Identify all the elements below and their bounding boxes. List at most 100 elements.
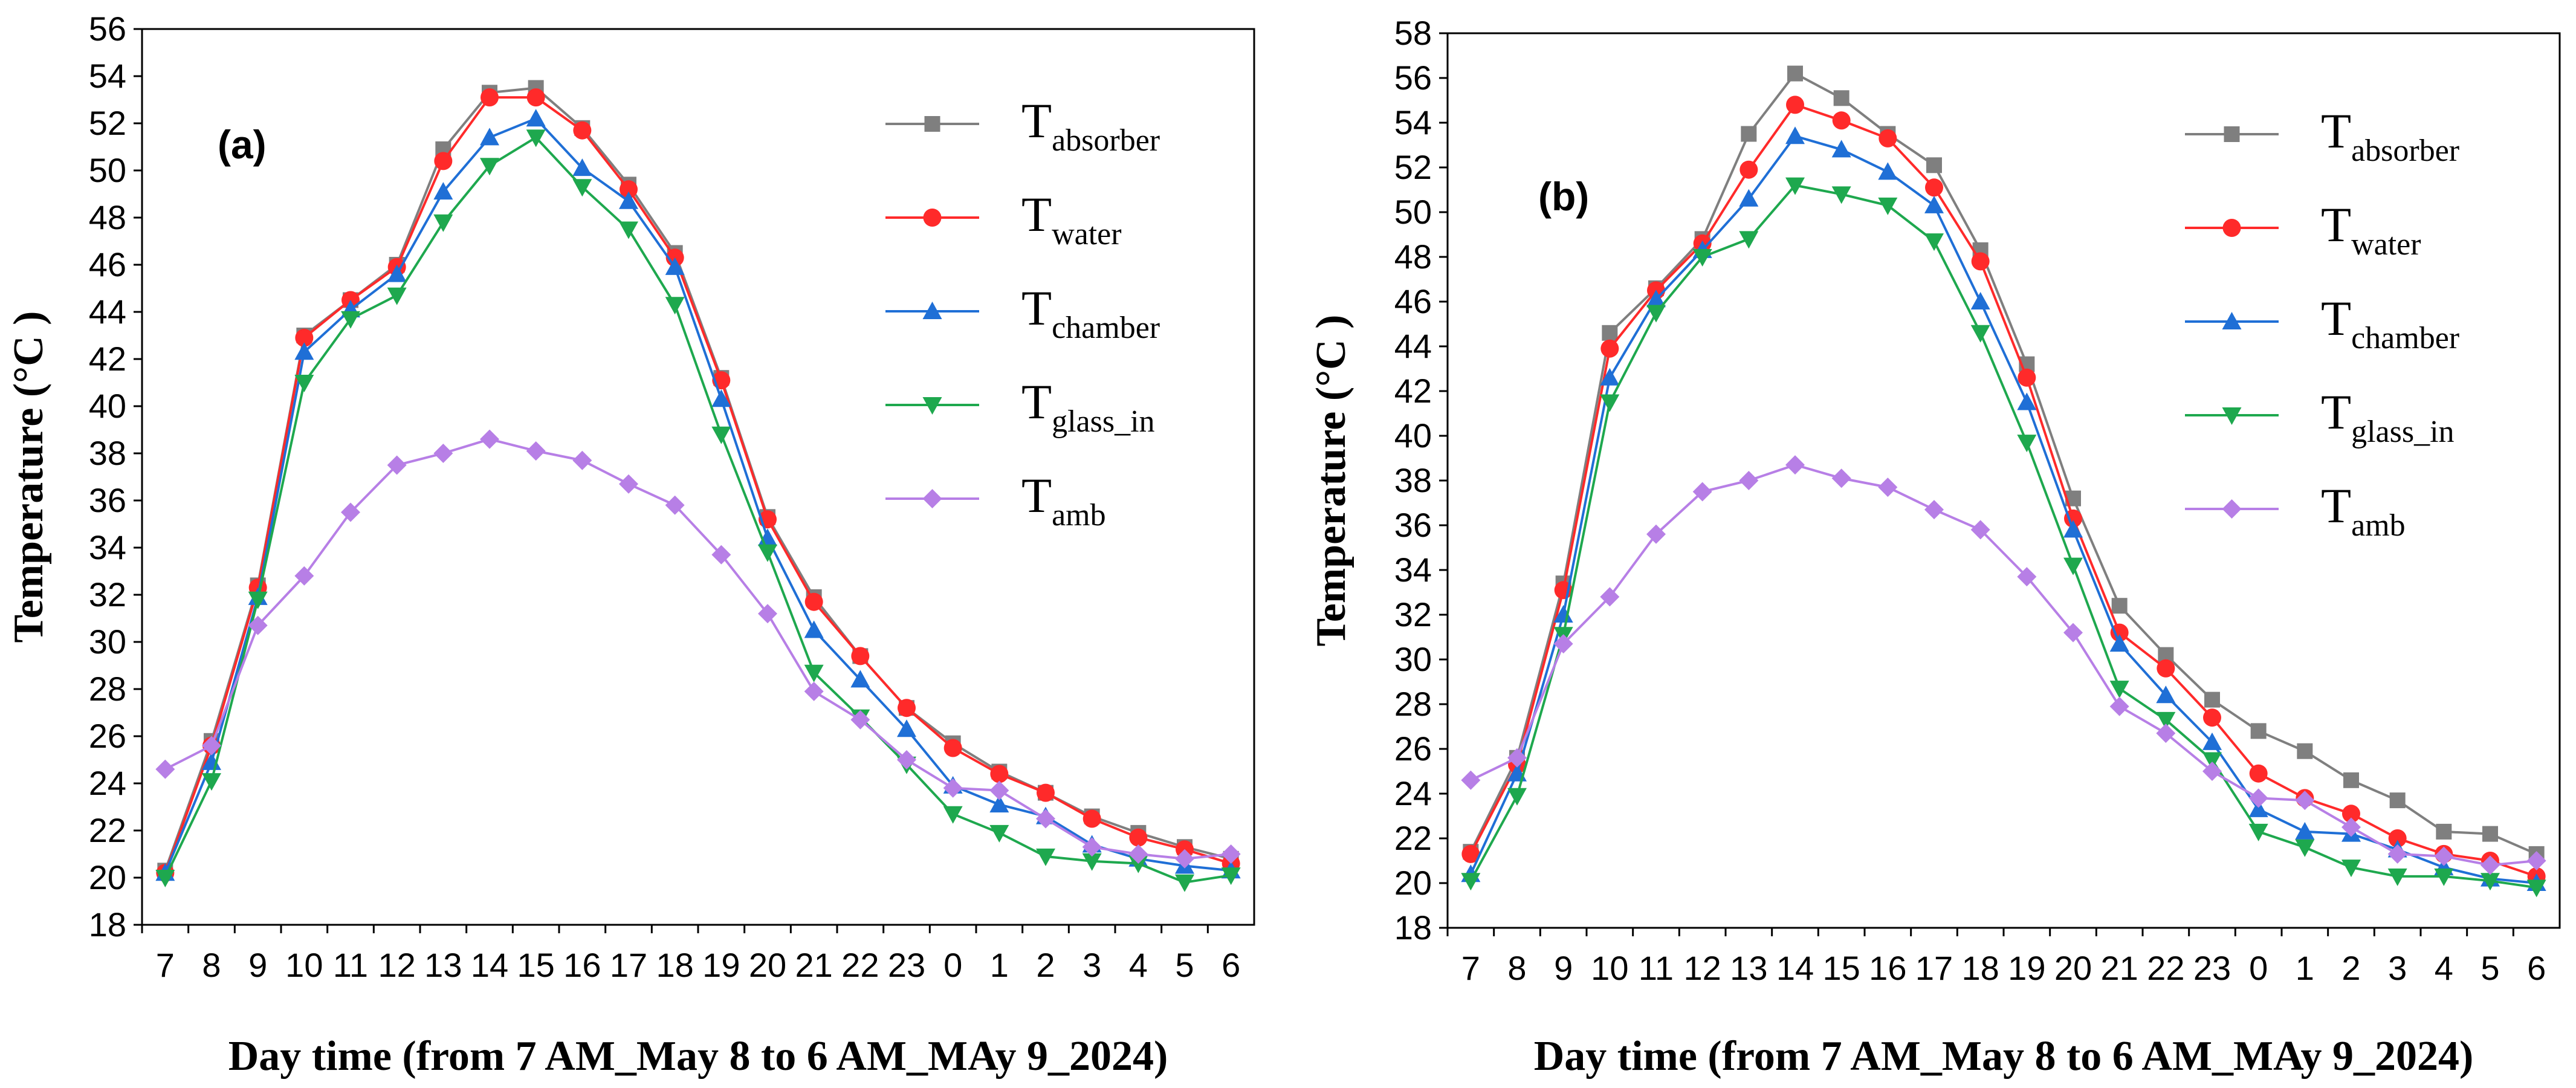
y-tick-label: 56 [89,10,126,48]
data-point-glass_in [1739,231,1759,249]
data-point-amb [619,474,638,494]
data-point-glass_in [2248,823,2268,841]
data-point-absorber [1741,126,1757,142]
x-tick-label: 21 [2101,949,2138,987]
legend-label-water: Twater [1021,187,1122,251]
data-point-glass_in [341,311,360,329]
y-tick-label: 54 [1394,103,1432,141]
y-tick-label: 38 [1394,461,1432,499]
data-point-amb [1082,837,1102,857]
x-tick-label: 13 [424,946,462,984]
data-point-glass_in [2387,868,2407,886]
legend-subscript: glass_in [1052,404,1154,439]
data-point-amb [294,566,314,586]
x-tick-label: 15 [1823,949,1860,987]
x-tick-label: 0 [943,946,962,984]
y-tick-label: 32 [1394,595,1432,633]
legend-subscript: chamber [2351,321,2459,355]
x-tick-label: 6 [2527,949,2546,987]
data-point-water [295,328,314,347]
legend-label-absorber: Tabsorber [1021,93,1160,158]
series-line-chamber [1469,134,2537,884]
y-tick-label: 42 [1394,372,1432,410]
data-point-amb [2341,817,2361,837]
data-point-amb [1970,520,1990,540]
data-point-water [898,699,916,717]
series-line-amb [164,438,1231,860]
y-tick-label: 32 [89,575,126,614]
data-point-amb [1878,478,1898,497]
legend-marker-amb [922,489,942,508]
series-line-amb [1470,464,2537,867]
data-point-chamber [2156,685,2176,704]
y-tick-label: 26 [1394,730,1432,768]
data-point-amb [758,604,777,624]
data-point-water [1037,783,1055,802]
data-point-absorber [1602,325,1618,341]
x-tick-label: 23 [2193,949,2231,987]
x-tick-label: 4 [1129,946,1148,984]
legend-marker-water [923,209,942,227]
x-tick-label: 15 [517,946,555,984]
data-point-amb [155,759,175,779]
data-point-glass_in [480,158,499,176]
series-water [156,88,1240,882]
data-point-glass_in [1924,233,1944,251]
legend-symbol: T [2321,197,2351,252]
data-point-chamber [2063,520,2083,538]
y-tick-label: 36 [89,481,126,519]
data-point-glass_in [2202,752,2222,770]
data-point-absorber [2436,823,2452,840]
data-point-water [1971,252,1990,271]
data-point-water [2388,829,2407,847]
y-tick-label: 22 [1394,819,1432,857]
series-glass_in [1461,177,2546,898]
data-point-absorber [2111,598,2128,614]
y-tick-label: 50 [89,151,126,189]
data-point-amb [2295,791,2315,811]
data-point-glass_in [1785,177,1805,195]
legend-marker-glass_in [2222,407,2242,425]
data-point-glass_in [1128,855,1148,873]
data-point-amb [387,455,407,475]
data-point-chamber [1600,368,1620,386]
chart-panel-b: 1820222426283032343638404244464850525456… [1308,14,2561,1080]
y-tick-label: 22 [89,811,126,849]
data-point-water [2110,623,2129,642]
x-tick-label: 9 [1554,949,1573,987]
series-amb [155,429,1241,869]
data-point-glass_in [1175,874,1194,892]
data-point-glass_in [665,297,685,315]
data-point-chamber [1785,126,1805,144]
data-point-glass_in [943,806,963,824]
data-point-absorber [1787,65,1803,82]
x-tick-label: 5 [2481,949,2499,987]
data-point-amb [1646,524,1666,544]
data-point-amb [2481,855,2500,875]
x-tick-label: 12 [378,946,416,984]
data-point-amb [2156,724,2176,743]
x-tick-label: 20 [749,946,786,984]
data-point-amb [2109,696,2129,716]
data-point-glass_in [758,544,777,562]
y-tick-label: 20 [1394,864,1432,902]
series-line-water [164,96,1232,873]
legend-label-glass_in: Tglass_in [1021,374,1155,439]
data-point-water [1083,809,1101,828]
x-tick-label: 14 [1776,949,1814,987]
data-point-water [620,180,638,199]
data-point-glass_in [1646,305,1666,323]
data-point-amb [2063,623,2083,643]
data-point-glass_in [1878,197,1898,215]
data-point-glass_in [1507,788,1527,806]
x-tick-label: 9 [248,946,267,984]
y-tick-label: 48 [89,198,126,236]
legend-label-glass_in: Tglass_in [2321,384,2455,449]
data-point-amb [665,495,685,515]
panel-label: (b) [1538,174,1589,219]
y-tick-label: 40 [89,387,126,425]
data-point-water [526,88,545,107]
x-tick-label: 1 [2296,949,2314,987]
data-point-chamber [480,128,499,146]
